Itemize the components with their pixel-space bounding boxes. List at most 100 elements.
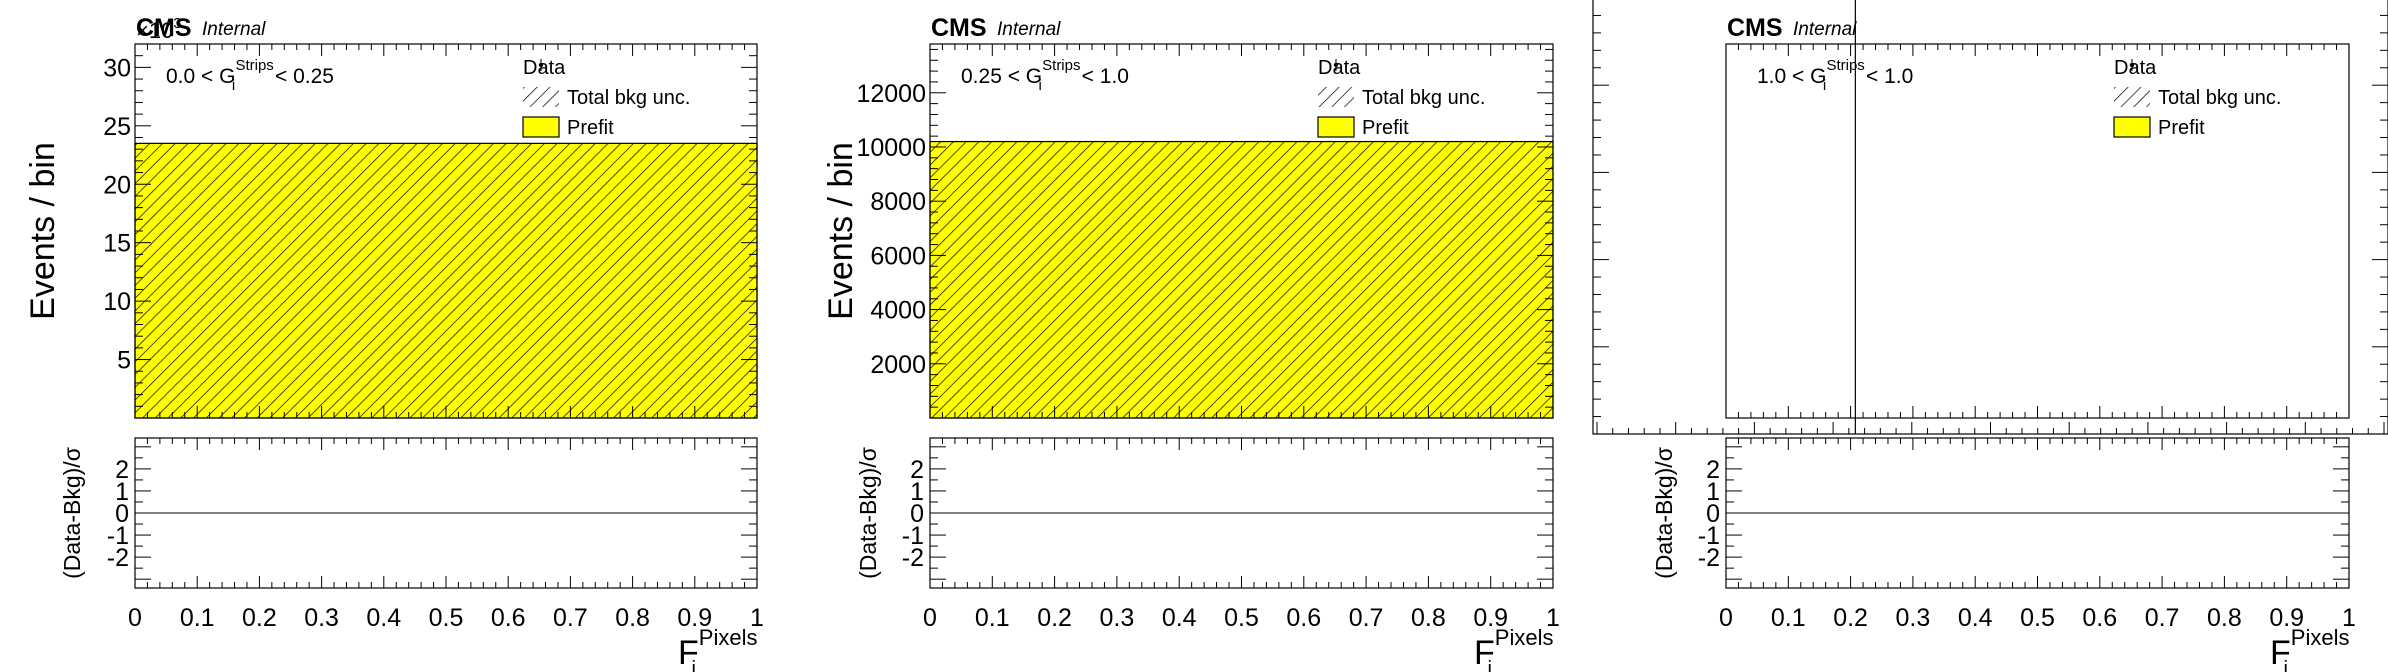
status-label: Internal [997,19,1061,40]
x-tick-label: 0.1 [975,604,1010,632]
x-tick-label: 0.3 [304,604,339,632]
legend-label: Data [2114,57,2157,79]
legend-hatch-swatch [1318,87,1354,107]
legend-label: Total bkg unc. [1362,87,1485,109]
x-tick-label: 0.9 [1473,604,1508,632]
legend-label: Total bkg unc. [2158,87,2281,109]
legend-hatch-swatch [2114,87,2150,107]
ratio-y-tick-label: -1 [107,522,129,550]
x-tick-label: 0.3 [1100,604,1135,632]
ratio-y-tick-label: 1 [115,478,129,506]
x-tick-label: 0.7 [2145,604,2180,632]
y-tick-label: 4000 [870,297,926,325]
x-tick-label: 0 [1719,604,1733,632]
x-tick-label: 0 [128,604,142,632]
legend-label: Prefit [2158,117,2205,139]
legend-fill-swatch [522,116,560,138]
x-tick-label: 0.3 [1896,604,1931,632]
x-axis-label: FPixels i [678,625,757,672]
x-tick-label: 0.5 [429,604,464,632]
bkg-unc-band-0 [135,143,757,418]
x-tick-label: 0.9 [2269,604,2304,632]
experiment-label: CMS [1727,14,1783,42]
ratio-y-tick-label: 1 [910,478,924,506]
y-axis-label: Events / bin [822,142,860,320]
bkg-unc-band-0 [930,141,1553,418]
legend-data-dot [538,62,544,68]
x-tick-label: 1 [750,604,764,632]
x-axis-label: FPixels i [1474,625,1553,672]
x-tick-label: 0.4 [1162,604,1197,632]
y-tick-label: 25 [103,113,131,141]
y-axis-label: Events / bin [24,142,62,320]
experiment-label: CMS [136,14,192,42]
x-tick-label: 0.7 [553,604,588,632]
ratio-y-tick-label: 1 [1706,478,1720,506]
x-tick-label: 0.2 [1833,604,1868,632]
ratio-y-tick-label: 0 [115,500,129,528]
empty-pad-frame [1592,0,2388,435]
x-tick-label: 0.4 [366,604,401,632]
x-tick-label: 0.1 [180,604,215,632]
legend-label: Total bkg unc. [567,87,690,109]
ratio-y-tick-label: -1 [902,522,924,550]
legend-data-dot [1333,62,1339,68]
region-label: 0.25 < GStrips i < 1.0 [961,57,1129,94]
ratio-y-tick-label: 2 [910,456,924,484]
ratio-y-tick-label: 0 [1706,500,1720,528]
region-label: 0.0 < GStrips i < 0.25 [166,57,334,94]
ratio-y-tick-label: 2 [1706,456,1720,484]
legend-fill-swatch [1317,116,1355,138]
x-tick-label: 1 [2342,604,2356,632]
x-tick-label: 0.6 [2082,604,2117,632]
legend-label: Prefit [567,117,614,139]
legend-fill-swatch [2113,116,2151,138]
x-tick-label: 0 [923,604,937,632]
y-tick-label: 12000 [856,80,926,108]
y-tick-label: 2000 [870,351,926,379]
y-tick-label: 10000 [856,134,926,162]
ratio-y-axis-label: (Data-Bkg)/σ [59,447,85,579]
y-tick-label: 5 [117,347,131,375]
legend-data-dot [2129,62,2135,68]
legend-label: Prefit [1362,117,1409,139]
y-tick-label: 8000 [870,188,926,216]
y-multiplier: ×103 [136,15,182,43]
x-tick-label: 0.5 [2020,604,2055,632]
legend-label: Data [1318,57,1361,79]
ratio-y-tick-label: 0 [910,500,924,528]
x-tick-label: 0.8 [1411,604,1446,632]
x-tick-label: 0.4 [1958,604,1993,632]
legend-hatch-swatch [523,87,559,107]
ratio-y-axis-label: (Data-Bkg)/σ [855,447,881,579]
status-label: Internal [1793,19,1857,40]
ratio-y-tick-label: -2 [107,544,129,572]
status-label: Internal [202,19,266,40]
y-tick-label: 30 [103,54,131,82]
ratio-y-tick-label: -1 [1698,522,1720,550]
x-axis-label: FPixels i [2270,625,2349,672]
legend-label: Data [523,57,566,79]
ratio-y-tick-label: -2 [1698,544,1720,572]
x-tick-label: 0.8 [615,604,650,632]
ratio-y-tick-label: -2 [902,544,924,572]
x-tick-label: 0.8 [2207,604,2242,632]
x-tick-label: 0.5 [1224,604,1259,632]
y-tick-label: 6000 [870,242,926,270]
x-tick-label: 0.2 [242,604,277,632]
region-label: 1.0 < GStrips i < 1.0 [1757,57,1913,94]
x-tick-label: 0.7 [1349,604,1384,632]
x-tick-label: 1 [1546,604,1560,632]
experiment-label: CMS [931,14,987,42]
y-tick-label: 10 [103,288,131,316]
x-tick-label: 0.6 [1286,604,1321,632]
x-tick-label: 0.1 [1771,604,1806,632]
y-tick-label: 20 [103,171,131,199]
x-tick-label: 0.6 [491,604,526,632]
